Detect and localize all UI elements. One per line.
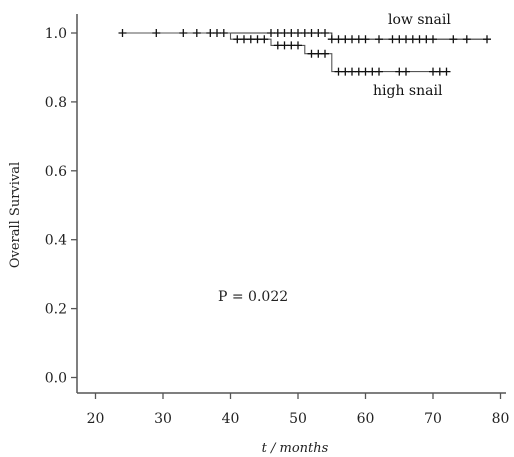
censor-mark-low-snail [307,29,316,37]
y-tick-label: 0.2 [45,302,67,318]
censor-mark-low-snail [294,29,302,37]
censor-mark-high-snail [280,41,289,50]
censor-mark-high-snail [429,67,437,76]
x-tick-label: 70 [424,411,442,427]
censor-mark-low-snail [192,29,201,37]
censor-mark-high-snail [246,35,255,44]
x-tick-label: 50 [289,411,307,427]
censor-mark-high-snail [442,67,451,76]
censor-mark-high-snail [395,67,404,76]
censor-mark-high-snail [287,41,296,50]
x-tick-label: 80 [492,411,510,427]
censor-mark-high-snail [354,67,363,76]
censor-mark-low-snail [213,29,221,37]
y-tick-label: 1.0 [45,26,67,42]
censor-mark-high-snail [307,49,316,58]
censor-mark-high-snail [253,35,262,44]
censor-mark-low-snail [395,35,404,44]
censor-mark-high-snail [348,67,356,76]
censor-mark-low-snail [179,29,188,37]
censor-mark-high-snail [435,67,444,76]
censor-mark-low-snail [483,35,491,44]
censor-mark-low-snail [422,35,431,44]
series-label-low-snail: low snail [388,12,451,28]
censor-mark-low-snail [152,29,161,37]
censor-mark-low-snail [206,29,215,37]
series-label-high-snail: high snail [373,83,443,99]
censor-mark-low-snail [415,35,424,44]
censor-mark-high-snail [273,41,282,50]
censor-mark-low-snail [334,35,343,44]
censor-mark-high-snail [321,49,329,58]
censor-mark-low-snail [462,35,471,44]
censor-mark-low-snail [280,29,289,37]
censor-mark-low-snail [273,29,282,37]
censor-mark-low-snail [327,35,336,44]
censor-mark-low-snail [375,35,383,44]
p-value-annotation: P = 0.022 [218,289,288,305]
censor-mark-low-snail [219,29,228,37]
x-tick-label: 60 [357,411,375,427]
axes [76,14,506,394]
censor-mark-high-snail [233,35,242,44]
censor-mark-low-snail [287,29,296,37]
censor-mark-high-snail [341,67,350,76]
y-tick-label: 0.6 [45,164,67,180]
censor-mark-low-snail [361,35,370,44]
censor-mark-low-snail [429,35,437,44]
censor-mark-low-snail [388,35,397,44]
x-tick-label: 40 [222,411,240,427]
censor-mark-high-snail [240,35,248,44]
censor-mark-high-snail [314,49,323,58]
y-axis-title: Overall Survival [8,162,23,268]
y-tick-label: 0.4 [45,233,67,249]
censor-mark-low-snail [118,29,127,37]
censor-mark-low-snail [402,35,410,44]
ticks: 20 30 40 50 60 70 80 0.0 0.2 0.4 0.6 0.8 1.0 [45,26,510,427]
censor-mark-high-snail [375,67,383,76]
censor-mark-low-snail [321,29,329,37]
censor-mark-low-snail [267,29,275,37]
censor-mark-low-snail [300,29,309,37]
censor-mark-high-snail [368,67,377,76]
censor-mark-high-snail [260,35,269,44]
censor-mark-low-snail [449,35,458,44]
censor-mark-high-snail [361,67,370,76]
censor-mark-low-snail [348,35,356,44]
censor-mark-low-snail [354,35,363,44]
y-tick-label: 0.8 [45,95,67,111]
censor-mark-high-snail [334,67,343,76]
x-tick-label: 20 [87,411,105,427]
censor-mark-low-snail [314,29,323,37]
censor-mark-high-snail [402,67,410,76]
x-axis-title: t / months [262,441,329,456]
y-tick-label: 0.0 [45,371,67,387]
censor-mark-low-snail [408,35,417,44]
censor-mark-low-snail [341,35,350,44]
x-tick-label: 30 [154,411,172,427]
censor-marks [118,29,491,76]
censor-mark-high-snail [294,41,302,50]
